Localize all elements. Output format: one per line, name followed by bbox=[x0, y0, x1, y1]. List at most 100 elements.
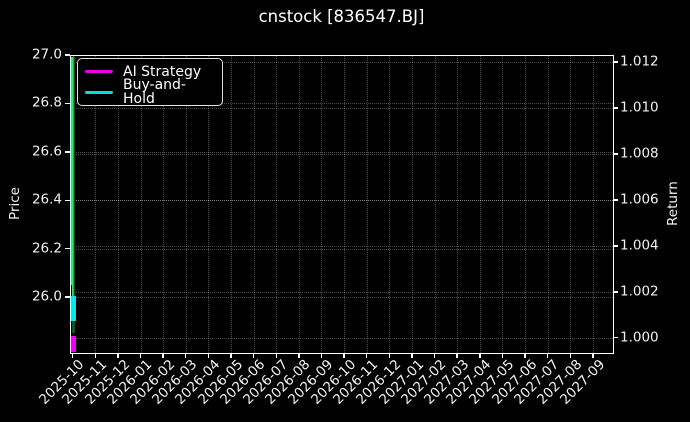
month-gridline bbox=[525, 55, 527, 353]
month-gridline bbox=[570, 55, 572, 353]
x-tick-mark bbox=[72, 353, 74, 358]
x-tick-mark bbox=[117, 353, 119, 358]
month-gridline bbox=[344, 55, 346, 353]
month-gridline bbox=[185, 55, 187, 353]
x-tick-mark bbox=[252, 353, 255, 358]
x-tick-mark bbox=[479, 353, 481, 358]
x-tick-mark bbox=[501, 353, 504, 358]
price-gridline bbox=[70, 200, 613, 202]
price-tick-label: 26.4 bbox=[31, 191, 62, 208]
month-gridline bbox=[163, 55, 165, 353]
price-tick-label: 26.6 bbox=[31, 143, 62, 160]
ai-strategy-line-swatch bbox=[85, 69, 113, 74]
x-tick-mark bbox=[433, 353, 436, 358]
legend-label-buy-and-hold: Buy-and-Hold bbox=[123, 77, 186, 108]
ai-strategy-line bbox=[69, 335, 76, 352]
x-tick-mark bbox=[320, 353, 323, 358]
month-gridline bbox=[457, 55, 459, 353]
return-gridline bbox=[70, 199, 613, 201]
month-gridline bbox=[366, 55, 368, 353]
x-tick-mark bbox=[94, 353, 96, 358]
return-axis-label: Return bbox=[665, 181, 681, 226]
price-tick-mark bbox=[65, 54, 70, 56]
chart-title: cnstock [836547.BJ] bbox=[258, 7, 425, 26]
return-tick-mark bbox=[613, 61, 618, 63]
legend-item-buy-and-hold: Buy-and-Hold bbox=[85, 78, 216, 106]
price-tick-label: 27.0 bbox=[31, 46, 62, 63]
x-tick-mark bbox=[524, 353, 526, 358]
return-tick-mark bbox=[613, 107, 618, 109]
price-tick-label: 26.2 bbox=[31, 239, 62, 256]
return-tick-mark bbox=[613, 291, 618, 293]
return-gridline bbox=[70, 62, 613, 64]
month-gridline bbox=[411, 55, 413, 353]
price-tick-mark bbox=[65, 296, 70, 298]
price-axis-label: Price bbox=[7, 187, 23, 220]
return-gridline bbox=[70, 245, 613, 247]
price-tick-mark bbox=[65, 151, 70, 153]
x-tick-mark bbox=[185, 353, 187, 358]
price-tick-label: 26.8 bbox=[31, 94, 62, 111]
x-tick-mark bbox=[411, 353, 413, 358]
legend: AI Strategy Buy-and-Hold bbox=[77, 58, 223, 106]
return-gridline bbox=[70, 154, 613, 155]
x-tick-mark bbox=[298, 353, 300, 358]
price-tick-mark bbox=[65, 102, 70, 105]
price-gridline bbox=[70, 103, 613, 105]
month-gridline bbox=[592, 55, 594, 353]
return-gridline bbox=[70, 108, 613, 110]
return-tick-label: 1.002 bbox=[620, 283, 659, 300]
price-gridline bbox=[70, 297, 613, 299]
month-gridline bbox=[502, 55, 504, 353]
price-tick-mark bbox=[65, 248, 70, 250]
x-tick-mark bbox=[162, 353, 164, 358]
x-tick-mark bbox=[343, 353, 345, 358]
return-gridline bbox=[70, 291, 613, 293]
x-tick-mark bbox=[139, 353, 142, 358]
month-gridline bbox=[479, 55, 481, 353]
buy-and-hold-line-swatch bbox=[85, 90, 113, 95]
buy-and-hold-line bbox=[70, 57, 72, 286]
price-tick-label: 26.0 bbox=[31, 288, 62, 305]
month-gridline bbox=[389, 55, 391, 353]
legend-item-ai-strategy: AI Strategy bbox=[85, 62, 216, 82]
return-tick-mark bbox=[613, 199, 618, 201]
price-gridline bbox=[70, 151, 613, 153]
month-gridline bbox=[321, 55, 323, 353]
month-gridline bbox=[117, 55, 119, 353]
price-gridline bbox=[70, 248, 613, 250]
x-tick-mark bbox=[230, 353, 232, 358]
month-gridline bbox=[231, 55, 233, 353]
x-tick-mark bbox=[456, 353, 458, 358]
x-tick-mark bbox=[546, 353, 549, 358]
x-tick-mark bbox=[275, 353, 277, 358]
x-tick-mark bbox=[207, 353, 210, 358]
x-tick-mark bbox=[592, 353, 594, 358]
buy-and-hold-cluster bbox=[69, 295, 76, 322]
return-tick-label: 1.006 bbox=[620, 191, 659, 208]
month-gridline bbox=[547, 55, 549, 353]
price-tick-mark bbox=[65, 199, 70, 201]
return-tick-label: 1.000 bbox=[620, 329, 659, 346]
return-tick-label: 1.010 bbox=[620, 99, 659, 116]
return-tick-label: 1.004 bbox=[620, 237, 659, 254]
month-gridline bbox=[276, 55, 278, 353]
legend-label-ai-strategy: AI Strategy bbox=[123, 63, 202, 80]
return-tick-mark bbox=[613, 245, 618, 247]
month-gridline bbox=[298, 55, 300, 353]
month-gridline bbox=[434, 55, 436, 353]
x-tick-mark bbox=[388, 353, 391, 358]
return-tick-mark bbox=[613, 153, 618, 155]
month-gridline bbox=[140, 55, 142, 353]
month-gridline bbox=[95, 55, 97, 353]
return-gridline bbox=[70, 337, 613, 339]
return-tick-label: 1.008 bbox=[620, 145, 659, 162]
month-gridline bbox=[208, 55, 210, 353]
return-tick-mark bbox=[613, 337, 618, 339]
x-tick-mark bbox=[366, 353, 368, 358]
month-gridline bbox=[253, 55, 255, 353]
x-tick-mark bbox=[569, 353, 571, 358]
return-tick-label: 1.012 bbox=[620, 53, 659, 70]
price-candle bbox=[71, 57, 76, 298]
